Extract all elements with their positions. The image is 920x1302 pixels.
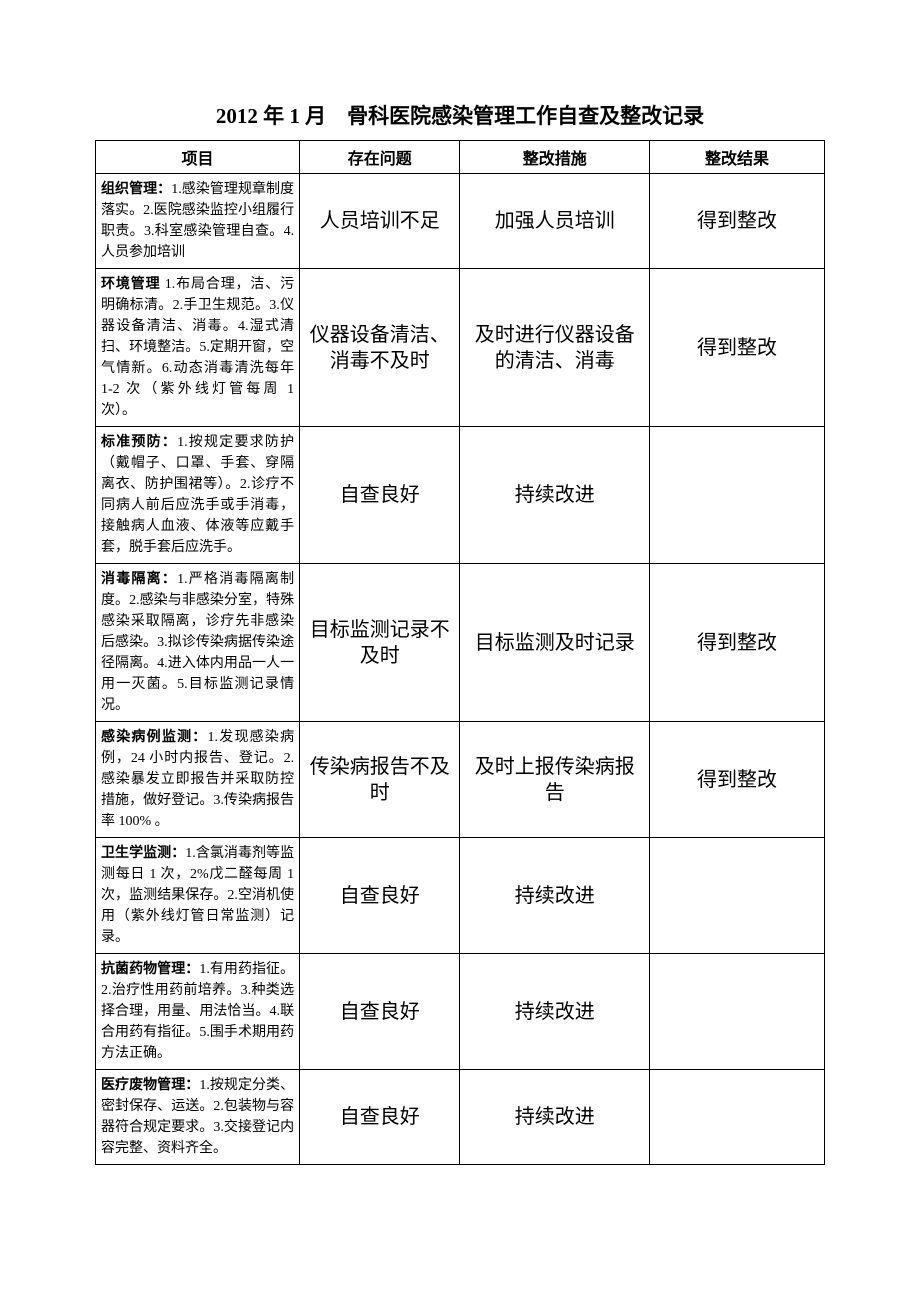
table-row: 抗菌药物管理：1.有用药指征。2.治疗性用药前培养。3.种类选择合理，用量、用法… xyxy=(96,954,825,1070)
result-cell xyxy=(650,954,825,1070)
item-label: 感染病例监测： xyxy=(101,730,208,745)
item-content: 1.布局合理，洁、污明确标清。2.手卫生规范。3.仪器设备清洁、消毒。4.湿式清… xyxy=(101,277,294,418)
problem-cell: 人员培训不足 xyxy=(300,174,460,269)
header-item: 项目 xyxy=(96,141,300,174)
item-cell: 环境管理 1.布局合理，洁、污明确标清。2.手卫生规范。3.仪器设备清洁、消毒。… xyxy=(96,269,300,427)
problem-cell: 传染病报告不及时 xyxy=(300,722,460,838)
inspection-table: 项目 存在问题 整改措施 整改结果 组织管理：1.感染管理规章制度落实。2.医院… xyxy=(95,140,825,1165)
item-cell: 卫生学监测：1.含氯消毒剂等监测每日 1 次，2%戊二醛每周 1 次，监测结果保… xyxy=(96,838,300,954)
table-row: 医疗废物管理：1.按规定分类、密封保存、运送。2.包装物与容器符合规定要求。3.… xyxy=(96,1070,825,1165)
item-content: 1.严格消毒隔离制度。2.感染与非感染分室，特殊感染采取隔离，诊疗先非感染后感染… xyxy=(101,572,294,713)
measure-cell: 持续改进 xyxy=(460,838,650,954)
item-content: 1.按规定要求防护（戴帽子、口罩、手套、穿隔离衣、防护围裙等）。2.诊疗不同病人… xyxy=(101,435,294,555)
problem-cell: 自查良好 xyxy=(300,427,460,564)
item-cell: 消毒隔离：1.严格消毒隔离制度。2.感染与非感染分室，特殊感染采取隔离，诊疗先非… xyxy=(96,564,300,722)
item-label: 环境管理 xyxy=(101,277,160,292)
problem-cell: 自查良好 xyxy=(300,954,460,1070)
page-title: 2012 年 1 月 骨科医院感染管理工作自查及整改记录 xyxy=(95,100,825,130)
item-label: 组织管理： xyxy=(101,182,171,197)
result-cell: 得到整改 xyxy=(650,269,825,427)
header-problem: 存在问题 xyxy=(300,141,460,174)
item-label: 标准预防： xyxy=(101,435,177,450)
measure-cell: 目标监测及时记录 xyxy=(460,564,650,722)
result-cell: 得到整改 xyxy=(650,174,825,269)
table-header-row: 项目 存在问题 整改措施 整改结果 xyxy=(96,141,825,174)
table-row: 环境管理 1.布局合理，洁、污明确标清。2.手卫生规范。3.仪器设备清洁、消毒。… xyxy=(96,269,825,427)
table-row: 感染病例监测：1.发现感染病例，24 小时内报告、登记。2.感染暴发立即报告并采… xyxy=(96,722,825,838)
problem-cell: 自查良好 xyxy=(300,1070,460,1165)
result-cell xyxy=(650,1070,825,1165)
table-row: 卫生学监测：1.含氯消毒剂等监测每日 1 次，2%戊二醛每周 1 次，监测结果保… xyxy=(96,838,825,954)
result-cell xyxy=(650,838,825,954)
table-row: 消毒隔离：1.严格消毒隔离制度。2.感染与非感染分室，特殊感染采取隔离，诊疗先非… xyxy=(96,564,825,722)
result-cell: 得到整改 xyxy=(650,564,825,722)
measure-cell: 加强人员培训 xyxy=(460,174,650,269)
item-label: 医疗废物管理： xyxy=(101,1078,199,1093)
item-label: 消毒隔离： xyxy=(101,572,177,587)
measure-cell: 及时进行仪器设备的清洁、消毒 xyxy=(460,269,650,427)
problem-cell: 自查良好 xyxy=(300,838,460,954)
item-cell: 医疗废物管理：1.按规定分类、密封保存、运送。2.包装物与容器符合规定要求。3.… xyxy=(96,1070,300,1165)
measure-cell: 及时上报传染病报告 xyxy=(460,722,650,838)
problem-cell: 目标监测记录不及时 xyxy=(300,564,460,722)
table-row: 标准预防：1.按规定要求防护（戴帽子、口罩、手套、穿隔离衣、防护围裙等）。2.诊… xyxy=(96,427,825,564)
item-cell: 感染病例监测：1.发现感染病例，24 小时内报告、登记。2.感染暴发立即报告并采… xyxy=(96,722,300,838)
result-cell: 得到整改 xyxy=(650,722,825,838)
header-result: 整改结果 xyxy=(650,141,825,174)
item-cell: 标准预防：1.按规定要求防护（戴帽子、口罩、手套、穿隔离衣、防护围裙等）。2.诊… xyxy=(96,427,300,564)
measure-cell: 持续改进 xyxy=(460,954,650,1070)
problem-cell: 仪器设备清洁、消毒不及时 xyxy=(300,269,460,427)
header-measure: 整改措施 xyxy=(460,141,650,174)
item-label: 卫生学监测： xyxy=(101,846,185,861)
item-label: 抗菌药物管理： xyxy=(101,962,199,977)
measure-cell: 持续改进 xyxy=(460,427,650,564)
table-row: 组织管理：1.感染管理规章制度落实。2.医院感染监控小组履行职责。3.科室感染管… xyxy=(96,174,825,269)
item-cell: 组织管理：1.感染管理规章制度落实。2.医院感染监控小组履行职责。3.科室感染管… xyxy=(96,174,300,269)
measure-cell: 持续改进 xyxy=(460,1070,650,1165)
item-cell: 抗菌药物管理：1.有用药指征。2.治疗性用药前培养。3.种类选择合理，用量、用法… xyxy=(96,954,300,1070)
result-cell xyxy=(650,427,825,564)
